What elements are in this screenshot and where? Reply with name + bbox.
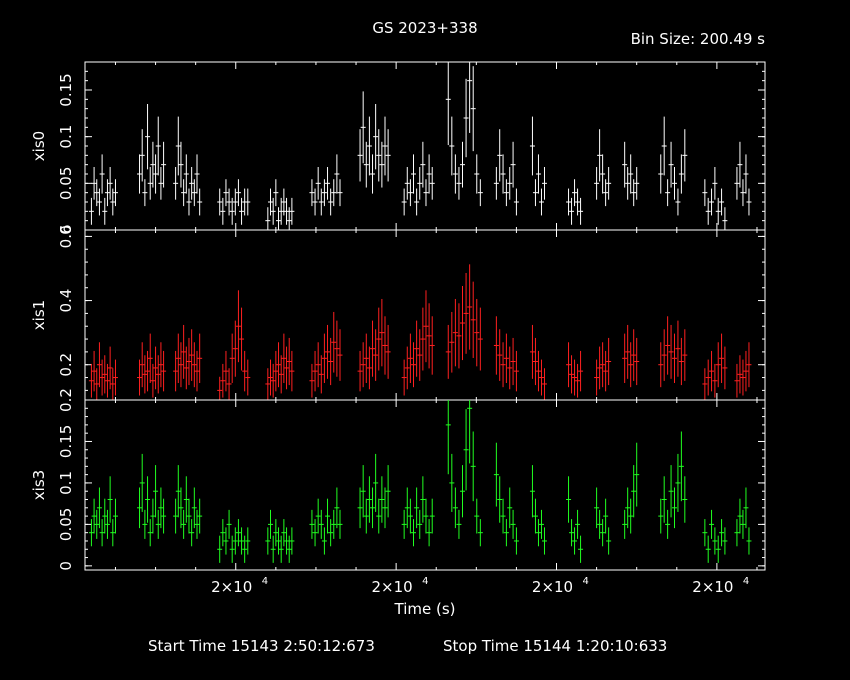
series-xis3 [88,400,752,563]
series-xis1 [88,264,752,400]
y-axis-label-xis1: xis1 [30,300,48,330]
stop-time-label: Stop Time 15144 1:20:10:633 [443,637,667,655]
x-axis-label: Time (s) [394,600,456,618]
x-tick-exponent: 4 [422,576,428,587]
panel-xis1: 0.2 0.4 0.6 xis1 [30,224,766,401]
y-tick-label: 0.05 [57,508,75,541]
x-tick-exponent: 4 [743,576,749,587]
x-tick-label: 2×10 [692,578,733,596]
x-tick-label: 2×10 [532,578,573,596]
x-tick-exponent: 4 [262,576,268,587]
y-tick-label: 0 [57,561,75,571]
panel-xis3: 0 0.05 0.1 0.15 0.2 xis3 [30,388,766,571]
x-tick-label: 2×10 [372,578,413,596]
panel-frame [84,229,766,401]
y-tick-label: 0.2 [57,353,75,377]
y-tick-label: 0.1 [57,471,75,495]
x-tick-label: 2×10 [211,578,252,596]
series-xis0 [88,62,752,230]
y-tick-label: 0.4 [57,289,75,313]
y-tick-label: 0.1 [57,125,75,149]
panel-xis0: 0 0.05 0.1 0.15 xis0 [30,61,766,235]
y-tick-label: 0 [57,225,75,235]
y-tick-label: 0.05 [57,167,75,200]
bin-size-label: Bin Size: 200.49 s [631,30,766,48]
y-axis-label-xis3: xis3 [30,470,48,500]
panel-frame [84,399,766,571]
x-tick-exponent: 4 [583,576,589,587]
y-tick-label: 0.15 [57,425,75,458]
y-tick-label: 0.15 [57,73,75,106]
panels-group: 0 0.05 0.1 0.15 xis0 0.2 0.4 0.6 xis1 0 0.05 0.1 0.1… [30,61,766,596]
y-tick-label: 0.2 [57,388,75,412]
chart-title: GS 2023+338 [372,19,477,37]
y-axis-label-xis0: xis0 [30,131,48,161]
y-tick-label: 0.6 [57,224,75,248]
start-time-label: Start Time 15143 2:50:12:673 [148,637,375,655]
